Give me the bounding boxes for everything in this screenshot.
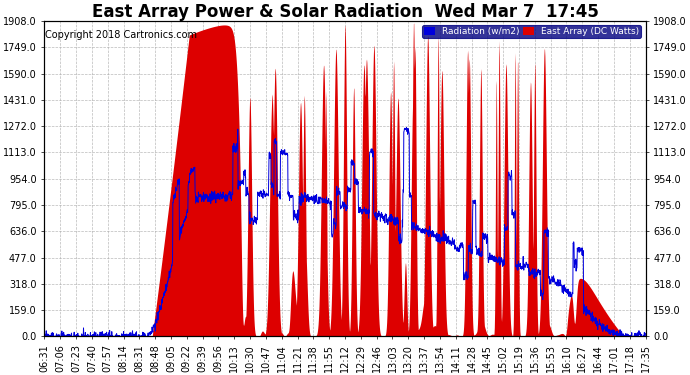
Legend: Radiation (w/m2), East Array (DC Watts): Radiation (w/m2), East Array (DC Watts) xyxy=(422,26,641,38)
Text: Copyright 2018 Cartronics.com: Copyright 2018 Cartronics.com xyxy=(45,30,197,40)
Title: East Array Power & Solar Radiation  Wed Mar 7  17:45: East Array Power & Solar Radiation Wed M… xyxy=(92,3,598,21)
